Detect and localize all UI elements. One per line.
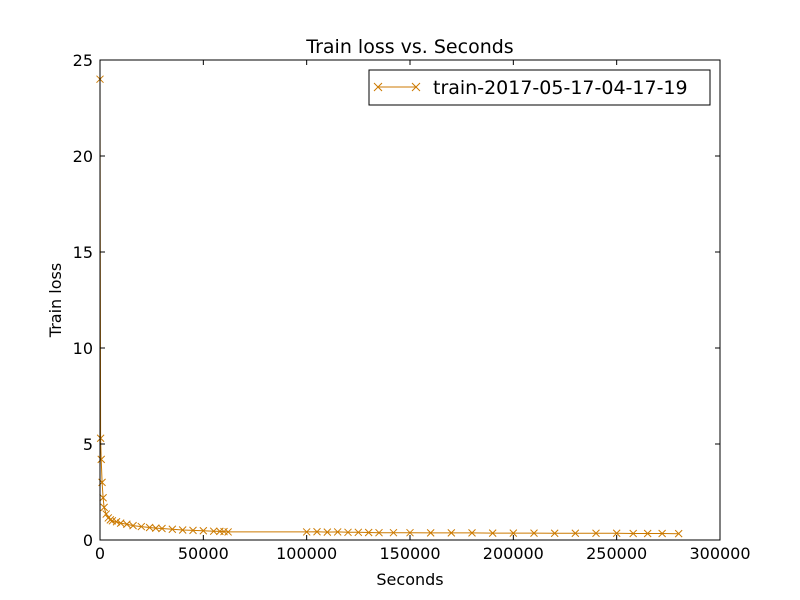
data-point (178, 526, 187, 534)
data-point (106, 515, 115, 524)
data-point (168, 525, 177, 534)
x-tick-label: 100000 (276, 544, 337, 563)
data-point (112, 517, 121, 526)
x-tick-label: 250000 (586, 544, 647, 563)
data-point (323, 528, 332, 536)
legend-label: train-2017-05-17-04-17-19 (433, 77, 688, 99)
data-point (406, 528, 414, 537)
data-point (674, 529, 683, 538)
data-point (129, 521, 137, 530)
data-point (344, 528, 352, 537)
data-point (123, 520, 131, 529)
y-axis-label: Train loss (46, 263, 65, 338)
data-point (389, 528, 398, 537)
data-point (375, 528, 383, 537)
data-point (488, 529, 497, 537)
data-point (99, 493, 107, 502)
data-point (530, 529, 538, 537)
plot-area (96, 75, 683, 538)
data-point (447, 529, 456, 537)
data-point (468, 529, 476, 537)
data-point (302, 528, 311, 536)
legend-marker-left (373, 82, 383, 92)
y-tick-label: 20 (73, 147, 93, 166)
y-tick-label: 15 (73, 243, 93, 262)
data-point (97, 455, 106, 464)
data-point (100, 503, 108, 512)
data-point (313, 527, 321, 536)
data-point (571, 529, 580, 538)
data-point (612, 529, 621, 538)
legend-marker-right (411, 82, 421, 92)
chart-title: Train loss vs. Seconds (305, 36, 513, 58)
data-point (592, 529, 600, 538)
y-tick-label: 10 (73, 339, 93, 358)
data-point (209, 527, 218, 536)
x-tick-label: 0 (95, 544, 105, 563)
x-tick-label: 50000 (178, 544, 229, 563)
data-point (550, 529, 559, 538)
data-point (643, 529, 652, 538)
data-point (426, 529, 435, 537)
data-point (158, 524, 166, 533)
y-axis: 0 5 10 15 20 25 (73, 51, 720, 550)
data-point (151, 524, 160, 532)
data-point (629, 529, 638, 538)
data-point (333, 528, 342, 536)
y-tick-label: 25 (73, 51, 93, 70)
data-point (189, 526, 197, 535)
data-point (116, 519, 125, 527)
x-tick-label: 200000 (483, 544, 544, 563)
x-tick-label: 300000 (689, 544, 750, 563)
x-axis-label: Seconds (376, 570, 443, 589)
legend: train-2017-05-17-04-17-19 (368, 69, 711, 106)
data-point (224, 528, 232, 536)
data-point (354, 528, 363, 537)
data-point (199, 526, 208, 535)
data-point (102, 510, 111, 518)
x-axis: 0 50000 100000 150000 200000 250000 300000 (95, 60, 751, 563)
data-point (658, 529, 666, 538)
x-tick-label: 150000 (379, 544, 440, 563)
y-tick-label: 5 (83, 435, 93, 454)
data-point (145, 523, 154, 532)
data-point (364, 528, 373, 537)
data-point (509, 529, 518, 537)
data-point (96, 434, 105, 443)
data-point (137, 522, 146, 531)
legend-box (368, 69, 711, 106)
y-tick-label: 0 (83, 531, 93, 550)
